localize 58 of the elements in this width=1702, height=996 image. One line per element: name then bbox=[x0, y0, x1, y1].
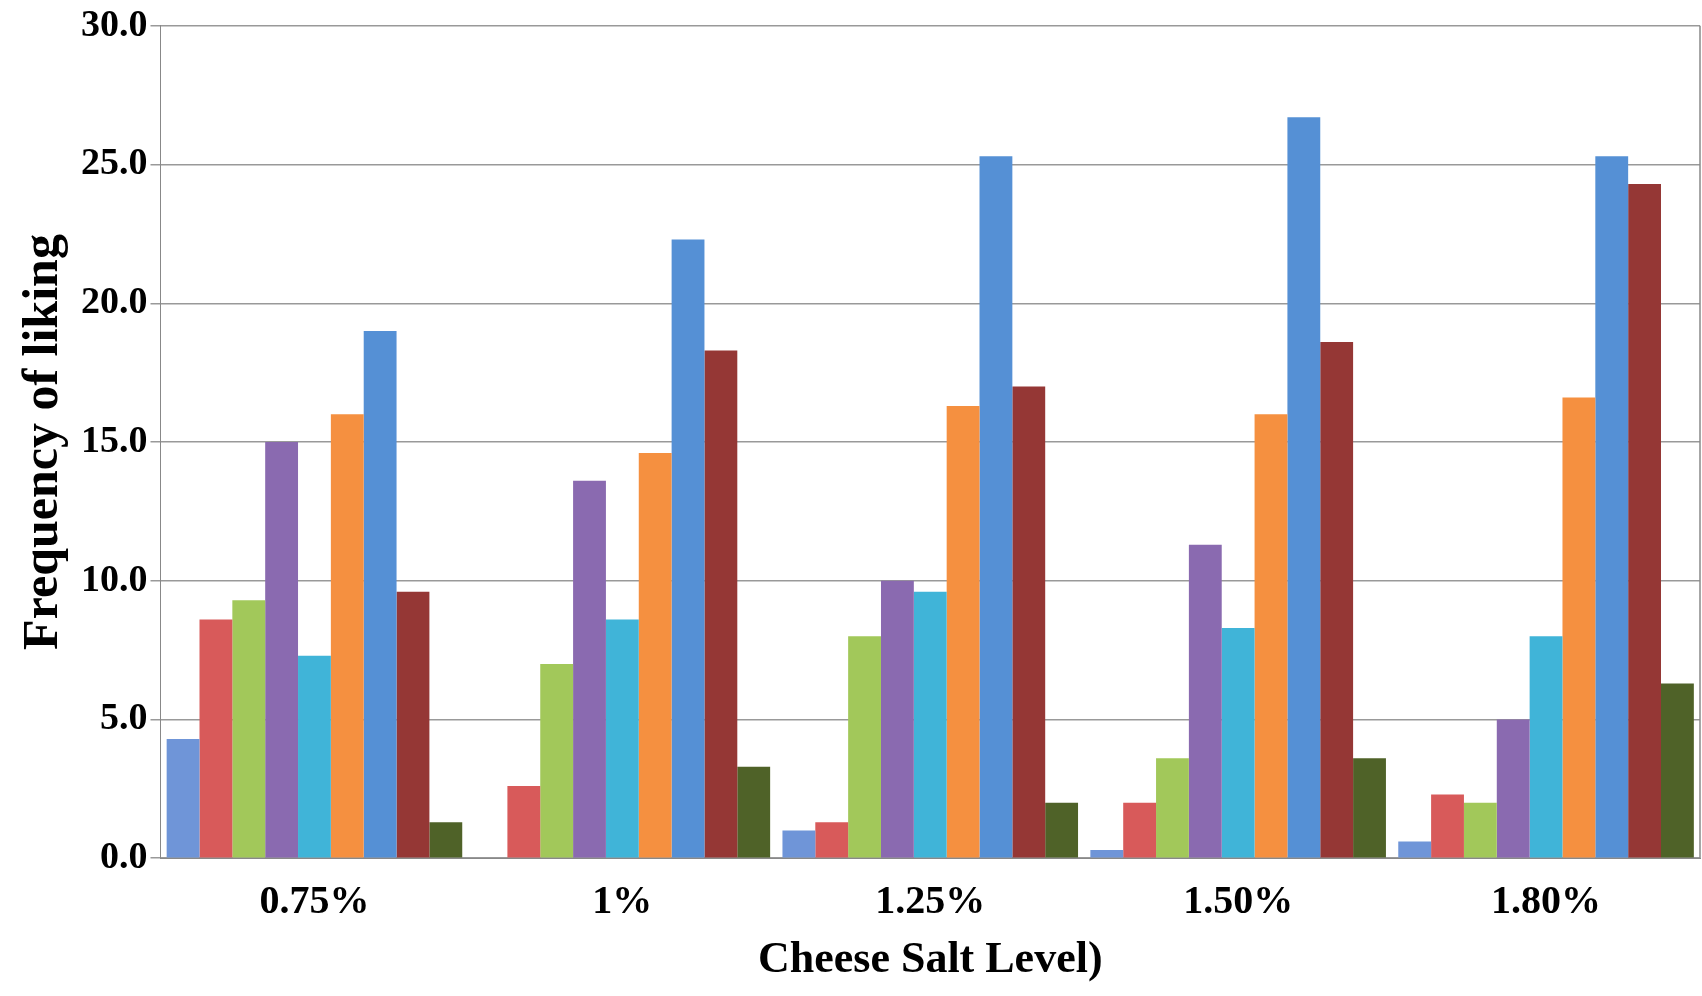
bar bbox=[298, 655, 331, 858]
bar bbox=[330, 414, 364, 858]
bar bbox=[166, 738, 200, 858]
bar bbox=[363, 331, 397, 858]
y-axis-title: Frequency of liking bbox=[11, 234, 68, 650]
bar bbox=[1398, 841, 1432, 858]
bar bbox=[540, 663, 574, 858]
bar bbox=[1431, 794, 1464, 858]
bar bbox=[1287, 117, 1321, 858]
bar bbox=[848, 636, 881, 858]
y-tick-label: 30.0 bbox=[81, 1, 148, 44]
bar bbox=[1661, 683, 1694, 858]
bar bbox=[1254, 414, 1288, 858]
x-tick-label: 0.75% bbox=[259, 876, 370, 922]
bar bbox=[782, 830, 816, 858]
y-tick-label: 25.0 bbox=[81, 140, 148, 183]
bar bbox=[913, 591, 947, 858]
bar bbox=[1045, 802, 1079, 858]
y-tick-label: 5.0 bbox=[100, 695, 148, 738]
y-tick-label: 20.0 bbox=[81, 279, 148, 322]
bar bbox=[265, 442, 299, 858]
bar bbox=[1320, 342, 1354, 858]
bar bbox=[880, 580, 914, 858]
bar bbox=[573, 480, 606, 858]
bar bbox=[1529, 636, 1563, 858]
bar bbox=[1188, 544, 1222, 858]
bar bbox=[946, 405, 980, 858]
y-tick-label: 0.0 bbox=[100, 834, 148, 877]
x-tick-label: 1.25% bbox=[875, 876, 986, 922]
bar bbox=[1221, 627, 1255, 858]
y-tick-label: 15.0 bbox=[81, 417, 148, 460]
x-tick-label: 1.50% bbox=[1183, 876, 1294, 922]
bar bbox=[1012, 386, 1046, 858]
bar bbox=[1496, 719, 1530, 858]
bar bbox=[979, 156, 1013, 858]
bar bbox=[429, 822, 463, 858]
bar bbox=[1090, 849, 1124, 858]
bar bbox=[1562, 397, 1596, 858]
bar bbox=[1628, 183, 1661, 858]
bar bbox=[737, 766, 771, 858]
bar bbox=[232, 600, 266, 858]
bar bbox=[638, 453, 672, 858]
bar bbox=[199, 619, 233, 858]
bar bbox=[671, 239, 705, 858]
bar bbox=[1156, 758, 1189, 858]
bar bbox=[507, 786, 541, 858]
bar bbox=[704, 350, 738, 858]
bar bbox=[1595, 156, 1629, 858]
bar bbox=[1123, 802, 1157, 858]
x-tick-label: 1% bbox=[592, 876, 653, 922]
y-tick-label: 10.0 bbox=[81, 556, 148, 599]
bar bbox=[1463, 802, 1497, 858]
bar bbox=[1353, 758, 1386, 858]
bar bbox=[815, 822, 849, 858]
bar bbox=[396, 591, 430, 858]
x-axis-title: Cheese Salt Level) bbox=[757, 932, 1103, 982]
bar bbox=[605, 619, 639, 858]
x-tick-label: 1.80% bbox=[1491, 876, 1602, 922]
